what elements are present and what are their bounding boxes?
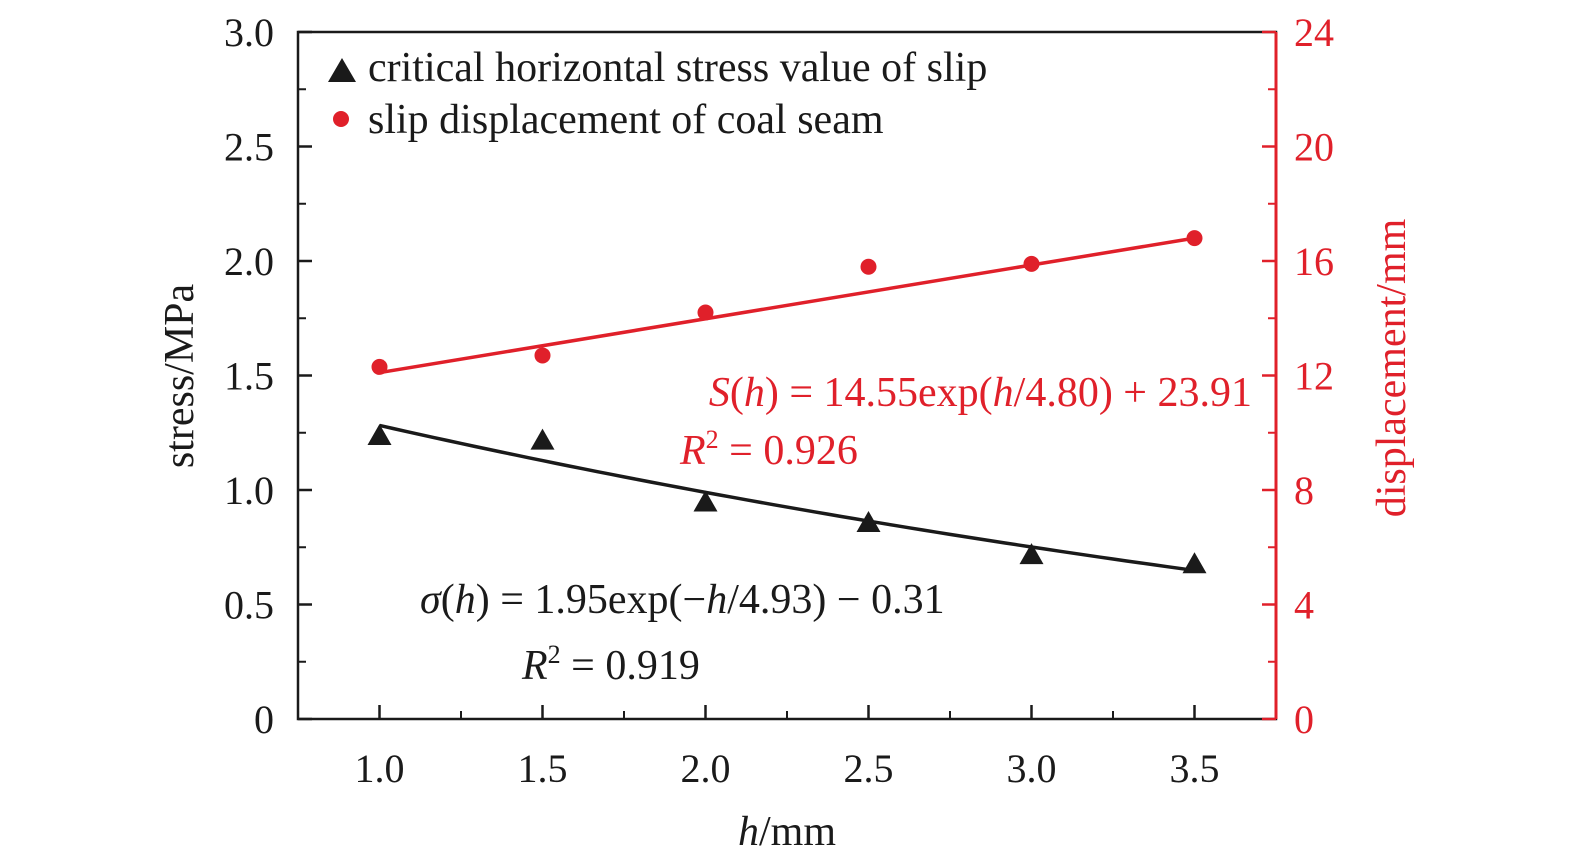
y-right-axis-title: displacement/mm xyxy=(1369,218,1415,517)
x-tick-label: 2.5 xyxy=(844,746,894,791)
stress-fit-curve xyxy=(379,423,1195,573)
legend-marker-triangle xyxy=(328,58,356,82)
right-tick-label: 12 xyxy=(1294,354,1334,399)
displacement-point xyxy=(860,258,877,275)
left-tick-label: 0 xyxy=(254,697,274,742)
x-tick-label: 3.5 xyxy=(1170,746,1220,791)
x-tick-label: 1.0 xyxy=(355,746,405,791)
legend-marker-circle xyxy=(333,111,349,127)
eq-sigma-rhs-post: /4.93) − 0.31 xyxy=(727,577,944,623)
x-axis: 1.0 1.5 2.0 2.5 3.0 3.5 xyxy=(297,705,1220,791)
fit-curves xyxy=(379,236,1195,573)
stress-fit-equation: σ(h) = 1.95exp(−h/4.93) − 0.31 xyxy=(420,577,945,623)
eq-s-paren-close: ) xyxy=(765,370,779,416)
left-tick-label: 0.5 xyxy=(224,583,274,628)
right-tick-label: 8 xyxy=(1294,468,1314,513)
r2-sigma-exp: 2 xyxy=(548,640,561,669)
right-tick-label: 0 xyxy=(1294,697,1314,742)
left-tick-label: 2.0 xyxy=(224,239,274,284)
right-tick-label: 4 xyxy=(1294,583,1314,628)
right-tick-label: 20 xyxy=(1294,125,1334,170)
eq-sigma-paren-close: ) xyxy=(476,577,490,623)
eq-s-rhs-var: h xyxy=(993,370,1014,416)
displacement-point xyxy=(1023,255,1040,272)
eq-sigma-func: σ xyxy=(420,577,443,623)
left-tick-label: 1.5 xyxy=(224,354,274,399)
x-axis-var: h xyxy=(738,809,759,855)
r2-sigma-val: = 0.919 xyxy=(561,643,700,689)
displacement-fit-r2: R2 = 0.926 xyxy=(679,425,858,474)
displacement-point xyxy=(534,347,551,364)
x-axis-unit: /mm xyxy=(759,809,836,855)
x-tick-label: 1.5 xyxy=(518,746,568,791)
x-axis-title: h/mm xyxy=(738,809,836,855)
displacement-point xyxy=(1186,230,1203,247)
eq-sigma-paren-open: ( xyxy=(441,577,455,623)
right-axis: 0 4 8 12 16 20 24 xyxy=(1262,10,1334,742)
eq-s-rhs-pre: = 14.55exp( xyxy=(779,370,993,416)
displacement-fit-equation: S(h) = 14.55exp(h/4.80) + 23.91 xyxy=(709,370,1252,416)
legend-label-displacement: slip displacement of coal seam xyxy=(368,97,884,143)
displacement-fit-line xyxy=(379,236,1195,375)
stress-point xyxy=(530,428,555,450)
eq-s-var: h xyxy=(744,370,765,416)
stress-point xyxy=(367,424,392,446)
eq-sigma-rhs-pre: = 1.95exp(− xyxy=(490,577,707,623)
legend-label-stress: critical horizontal stress value of slip xyxy=(368,45,987,91)
x-tick-label: 2.0 xyxy=(681,746,731,791)
r2-s-sym: R xyxy=(679,428,706,474)
displacement-point xyxy=(697,304,714,321)
r2-s-val: = 0.926 xyxy=(719,428,858,474)
y-left-axis-title: stress/MPa xyxy=(157,283,203,468)
r2-s-exp: 2 xyxy=(706,425,719,454)
stress-point xyxy=(1182,552,1207,574)
stress-fit-r2: R2 = 0.919 xyxy=(521,640,700,689)
displacement-point xyxy=(371,358,388,375)
stress-point xyxy=(693,490,718,512)
left-axis: 0 0.5 1.0 1.5 2.0 2.5 3.0 xyxy=(224,10,312,742)
left-tick-label: 3.0 xyxy=(224,10,274,55)
eq-sigma-rhs-var: h xyxy=(706,577,727,623)
legend: critical horizontal stress value of slip… xyxy=(328,45,987,143)
eq-sigma-var: h xyxy=(455,577,476,623)
r2-sigma-sym: R xyxy=(521,643,548,689)
stress-point xyxy=(1019,543,1044,565)
eq-s-func: S xyxy=(709,370,730,416)
x-tick-label: 3.0 xyxy=(1007,746,1057,791)
eq-s-paren-open: ( xyxy=(730,370,744,416)
right-tick-label: 16 xyxy=(1294,239,1334,284)
eq-s-rhs-post: /4.80) + 23.91 xyxy=(1014,370,1252,416)
data-markers xyxy=(367,230,1207,574)
left-tick-label: 2.5 xyxy=(224,125,274,170)
left-tick-label: 1.0 xyxy=(224,468,274,513)
right-tick-label: 24 xyxy=(1294,10,1334,55)
stress-point xyxy=(856,511,881,533)
